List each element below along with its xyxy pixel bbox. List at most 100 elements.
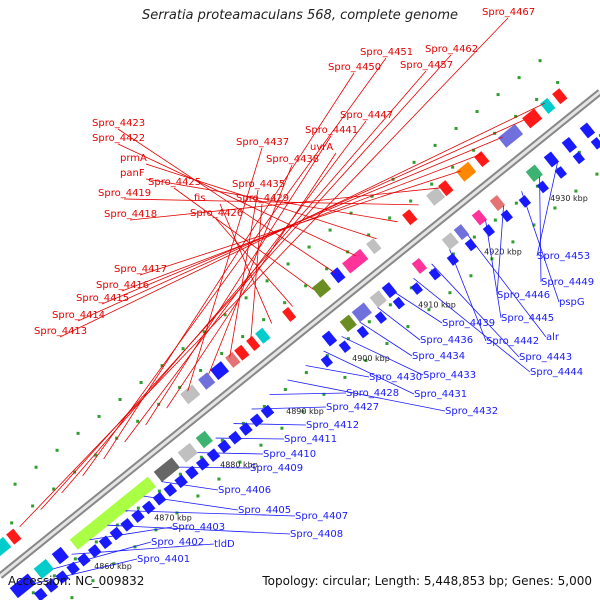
tick-dot — [388, 216, 392, 220]
tick-dot — [280, 426, 284, 430]
bottom-gene-label: Spro_4409 — [250, 463, 303, 474]
bottom-gene-label: Spro_4434 — [412, 351, 465, 362]
tick-dot — [451, 165, 455, 169]
tick-dot — [241, 335, 245, 339]
top-gene-label: prmA — [120, 153, 147, 164]
tick-dot — [118, 397, 122, 401]
gene-bottom — [579, 122, 596, 139]
bottom-leader-line — [197, 452, 264, 455]
gene-top — [330, 267, 346, 284]
gene-bottom-outer — [392, 296, 406, 310]
gene-top — [342, 248, 369, 274]
top-gene-label: fis — [194, 193, 206, 204]
bottom-gene-label: Spro_4445 — [501, 313, 554, 324]
tick-dot — [409, 199, 413, 203]
tick-dot — [514, 114, 518, 118]
tick-dot — [31, 504, 35, 508]
tick-dot — [178, 472, 182, 476]
gene-bottom-outer — [120, 518, 134, 532]
top-leader-line — [208, 164, 293, 375]
tick-dot — [175, 511, 179, 515]
top-gene-label: Spro_4437 — [236, 137, 289, 148]
tick-dot — [307, 245, 311, 249]
top-leader-line — [215, 218, 293, 307]
top-gene-label: Spro_4451 — [360, 47, 413, 58]
tick-dot — [511, 240, 515, 244]
top-gene-label: Spro_4435 — [232, 179, 285, 190]
tick-dot — [364, 358, 368, 362]
top-leader-line — [61, 70, 427, 494]
kbp-tick-label: 4930 kbp — [550, 194, 588, 203]
kbp-tick-label: 4900 kbp — [352, 354, 390, 363]
bottom-leader-line — [125, 510, 296, 517]
tick-dot — [52, 487, 56, 491]
tick-dot — [199, 455, 203, 459]
gene-bottom-outer — [33, 587, 48, 600]
top-gene-label: Spro_4447 — [340, 110, 393, 121]
gene-bottom-outer — [410, 282, 424, 295]
tick-dot — [181, 347, 185, 351]
gene-bottom-outer — [131, 509, 145, 523]
top-gene-label: Spro_4417 — [114, 264, 167, 275]
tick-dot — [304, 284, 308, 288]
tick-dot — [367, 233, 371, 237]
tick-dot — [220, 438, 224, 442]
bottom-gene-label: Spro_4431 — [414, 389, 467, 400]
gene-bottom-outer — [163, 483, 178, 497]
gene-top — [6, 528, 22, 545]
accession-text: Accession: NC_009832 — [8, 574, 145, 588]
tick-dot — [34, 465, 38, 469]
top-leader-line — [59, 102, 545, 338]
gene-bottom — [153, 457, 180, 483]
tick-dot — [517, 76, 521, 80]
bottom-gene-label: Spro_4405 — [238, 505, 291, 516]
top-gene-label: panF — [120, 168, 145, 179]
gene-bottom-outer — [195, 457, 210, 471]
top-leader-line — [166, 152, 337, 409]
kbp-tick-label: 4890 kbp — [286, 407, 324, 416]
bottom-leader-line — [395, 292, 443, 324]
top-leader-line — [40, 54, 452, 511]
gene-bottom — [441, 232, 459, 250]
top-gene-label: Spro_4419 — [98, 188, 151, 199]
bottom-gene-label: Spro_4411 — [284, 434, 337, 445]
top-gene-label: Spro_4414 — [52, 310, 105, 321]
bottom-gene-label: Spro_4443 — [519, 352, 572, 363]
gene-bottom — [453, 224, 470, 241]
tick-dot — [472, 235, 476, 239]
top-leader-line — [250, 203, 263, 341]
top-gene-label: Spro_4426 — [190, 208, 243, 219]
bottom-leader-line — [377, 307, 421, 341]
bottom-leader-line — [161, 481, 219, 491]
tick-dot — [112, 562, 116, 566]
gene-top — [426, 186, 446, 206]
bottom-leader-line — [287, 379, 446, 412]
gene-top — [498, 124, 524, 148]
bottom-gene-label: Spro_4408 — [290, 529, 343, 540]
tick-dot — [10, 521, 14, 525]
bottom-leader-line — [215, 437, 285, 440]
bottom-leader-line — [539, 176, 542, 283]
top-leader-line — [103, 72, 355, 460]
tick-dot — [223, 313, 227, 317]
gene-bottom-outer — [98, 535, 113, 550]
bottom-leader-line — [89, 526, 173, 541]
gene-top — [438, 180, 454, 197]
tick-dot — [430, 182, 434, 186]
tick-dot — [286, 262, 290, 266]
tick-dot — [259, 443, 263, 447]
bottom-gene-label: Spro_4412 — [306, 420, 359, 431]
top-leader-line — [19, 17, 509, 528]
gene-top — [246, 336, 261, 351]
bottom-leader-line — [269, 392, 347, 395]
tick-dot — [139, 381, 143, 385]
gene-top — [234, 344, 250, 361]
gene-top — [312, 278, 332, 298]
top-gene-label: Spro_4467 — [482, 7, 535, 18]
tick-dot — [496, 93, 500, 97]
gene-top — [180, 384, 201, 405]
gene-top — [522, 108, 543, 129]
gene-bottom-outer — [206, 448, 221, 462]
bottom-leader-line — [305, 365, 370, 378]
tick-dot — [238, 460, 242, 464]
